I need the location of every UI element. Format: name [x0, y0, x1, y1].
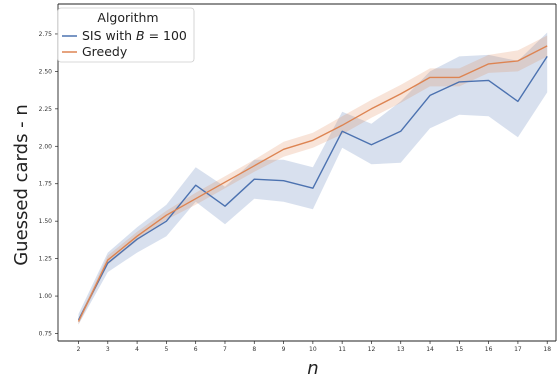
legend-title: Algorithm: [97, 10, 158, 25]
y-tick-label: 1.25: [39, 256, 53, 263]
y-tick-label: 1.00: [39, 293, 53, 300]
x-tick-label: 18: [543, 346, 551, 353]
axes: [57, 3, 557, 342]
legend-entry-sis: SIS with B = 100: [82, 28, 187, 43]
x-tick-label: 16: [485, 346, 493, 353]
y-tick-label: 1.75: [39, 181, 53, 188]
confidence-band-sis: [78, 32, 548, 325]
x-tick-label: 6: [194, 346, 198, 353]
y-tick-label: 2.50: [39, 68, 53, 75]
x-tick-label: 4: [135, 346, 139, 353]
series-line-greedy: [77, 45, 548, 322]
y-tick-label: 2.00: [39, 143, 53, 150]
x-tick-label: 3: [106, 346, 110, 353]
legend-entry-greedy: Greedy: [82, 44, 128, 59]
x-tick-label: 11: [338, 346, 346, 353]
y-tick-label: 0.75: [39, 331, 53, 338]
series-lines: [77, 45, 548, 322]
y-tick-label: 2.25: [39, 106, 53, 113]
x-tick-label: 8: [252, 346, 256, 353]
y-axis-label: Guessed cards - n: [11, 104, 32, 266]
confidence-band-greedy: [78, 35, 548, 325]
x-tick-label: 10: [309, 346, 317, 353]
confidence-bands: [78, 32, 548, 325]
series-line-sis: [77, 56, 548, 321]
x-tick-label: 15: [456, 346, 464, 353]
x-tick-label: 12: [368, 346, 376, 353]
x-tick-label: 17: [514, 346, 522, 353]
x-tick-label: 7: [223, 346, 227, 353]
legend: Algorithm SIS with B = 100 Greedy: [57, 7, 195, 63]
x-tick-label: 13: [397, 346, 405, 353]
y-axis-ticks: 0.75 1.00 1.25 1.50 1.75 2.00 2.25 2.50 2.75: [39, 31, 58, 338]
x-tick-label: 5: [164, 346, 168, 353]
x-tick-label: 14: [426, 346, 434, 353]
x-axis-ticks: 2 3 4 5 6 7 8 9 10 11 12 13 14 15 16 17 18: [77, 341, 551, 353]
x-axis-label: n: [307, 358, 318, 377]
x-tick-label: 2: [77, 346, 81, 353]
y-tick-label: 1.50: [39, 218, 53, 225]
x-tick-label: 9: [282, 346, 286, 353]
legend-frame: [57, 7, 195, 63]
y-tick-label: 2.75: [39, 31, 53, 38]
